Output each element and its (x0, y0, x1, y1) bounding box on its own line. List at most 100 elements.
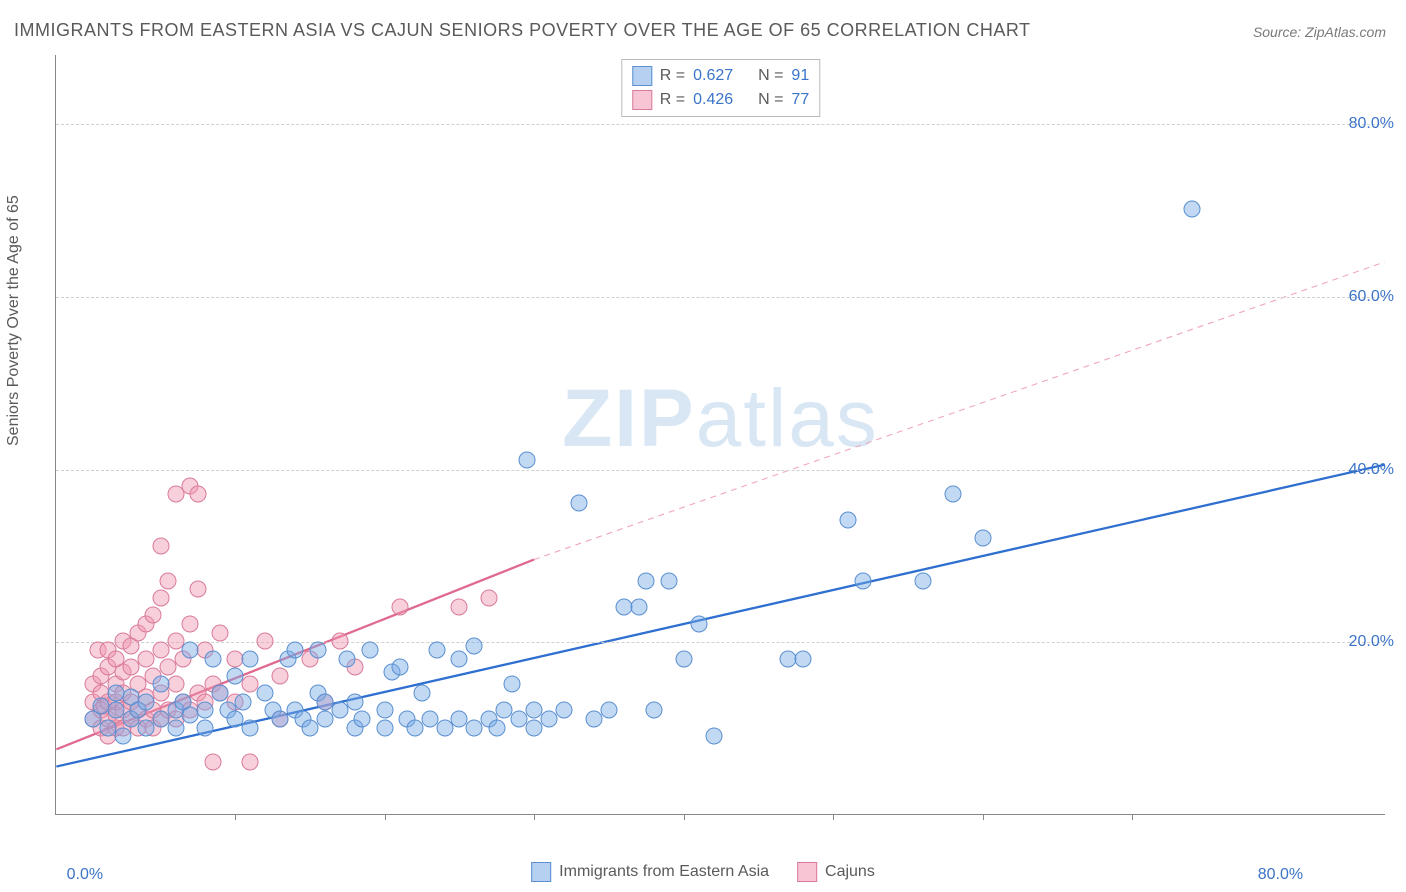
data-point (488, 719, 505, 736)
data-point (339, 650, 356, 667)
data-point (115, 728, 132, 745)
x-tick-mark (235, 814, 236, 820)
data-point (518, 451, 535, 468)
data-point (391, 598, 408, 615)
r-label: R = (660, 67, 685, 85)
x-tick-mark (385, 814, 386, 820)
data-point (376, 702, 393, 719)
data-point (346, 693, 363, 710)
chart-source: Source: ZipAtlas.com (1253, 24, 1386, 40)
x-tick-label: 0.0% (67, 866, 103, 884)
trend-lines (56, 55, 1385, 814)
n-label: N = (758, 67, 783, 85)
y-tick-label: 80.0% (1349, 115, 1394, 133)
data-point (212, 685, 229, 702)
data-point (137, 693, 154, 710)
x-tick-mark (833, 814, 834, 820)
data-point (242, 754, 259, 771)
gridline (56, 470, 1385, 471)
n-value: 91 (791, 67, 809, 85)
data-point (556, 702, 573, 719)
data-point (451, 598, 468, 615)
data-point (1183, 201, 1200, 218)
data-point (152, 538, 169, 555)
x-tick-mark (684, 814, 685, 820)
data-point (204, 754, 221, 771)
data-point (414, 685, 431, 702)
watermark-bold: ZIP (562, 373, 696, 464)
data-point (854, 572, 871, 589)
data-point (242, 650, 259, 667)
data-point (242, 719, 259, 736)
data-point (638, 572, 655, 589)
x-tick-mark (1132, 814, 1133, 820)
data-point (257, 633, 274, 650)
r-label: R = (660, 91, 685, 109)
data-point (795, 650, 812, 667)
legend-swatch-blue (531, 862, 551, 882)
data-point (571, 495, 588, 512)
data-point (451, 650, 468, 667)
data-point (152, 676, 169, 693)
data-point (309, 641, 326, 658)
data-point (287, 641, 304, 658)
n-value: 77 (791, 91, 809, 109)
chart-title: IMMIGRANTS FROM EASTERN ASIA VS CAJUN SE… (14, 20, 1031, 41)
legend-series: Immigrants from Eastern Asia Cajuns (531, 862, 875, 882)
legend-stats: R = 0.627 N = 91 R = 0.426 N = 77 (621, 59, 820, 117)
data-point (944, 486, 961, 503)
data-point (182, 641, 199, 658)
data-point (361, 641, 378, 658)
data-point (645, 702, 662, 719)
watermark: ZIPatlas (562, 372, 879, 466)
data-point (160, 572, 177, 589)
data-point (503, 676, 520, 693)
data-point (675, 650, 692, 667)
data-point (272, 667, 289, 684)
data-point (331, 633, 348, 650)
data-point (630, 598, 647, 615)
n-label: N = (758, 91, 783, 109)
x-tick-mark (534, 814, 535, 820)
data-point (197, 702, 214, 719)
data-point (227, 667, 244, 684)
data-point (705, 728, 722, 745)
data-point (974, 529, 991, 546)
legend-label: Immigrants from Eastern Asia (559, 863, 769, 881)
x-tick-label: 80.0% (1258, 866, 1303, 884)
gridline (56, 297, 1385, 298)
data-point (660, 572, 677, 589)
data-point (189, 486, 206, 503)
gridline (56, 642, 1385, 643)
y-tick-label: 40.0% (1349, 461, 1394, 479)
data-point (257, 685, 274, 702)
y-tick-label: 20.0% (1349, 633, 1394, 651)
legend-swatch-blue (632, 66, 652, 86)
plot-area: ZIPatlas R = 0.627 N = 91 R = 0.426 N = … (55, 55, 1385, 815)
data-point (234, 693, 251, 710)
legend-swatch-pink (797, 862, 817, 882)
data-point (354, 711, 371, 728)
watermark-rest: atlas (696, 373, 879, 464)
data-point (391, 659, 408, 676)
correlation-chart: IMMIGRANTS FROM EASTERN ASIA VS CAJUN SE… (0, 0, 1406, 892)
data-point (914, 572, 931, 589)
data-point (840, 512, 857, 529)
legend-stats-row: R = 0.426 N = 77 (632, 88, 809, 112)
x-tick-mark (983, 814, 984, 820)
data-point (204, 650, 221, 667)
data-point (197, 719, 214, 736)
data-point (690, 616, 707, 633)
r-value: 0.426 (693, 91, 733, 109)
data-point (212, 624, 229, 641)
data-point (167, 676, 184, 693)
data-point (182, 616, 199, 633)
legend-item: Cajuns (797, 862, 875, 882)
gridline (56, 124, 1385, 125)
y-axis-label: Seniors Poverty Over the Age of 65 (5, 195, 23, 446)
legend-item: Immigrants from Eastern Asia (531, 862, 769, 882)
data-point (481, 590, 498, 607)
data-point (145, 607, 162, 624)
legend-stats-row: R = 0.627 N = 91 (632, 64, 809, 88)
data-point (189, 581, 206, 598)
